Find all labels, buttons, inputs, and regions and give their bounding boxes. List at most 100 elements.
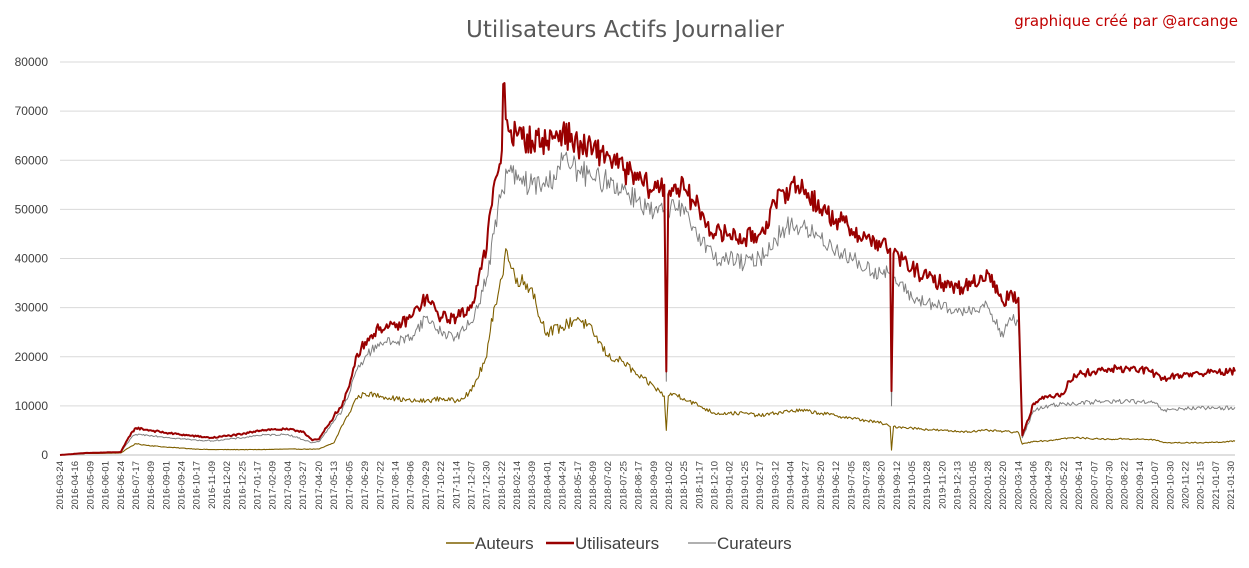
x-tick-label: 2019-01-02 [725,461,736,510]
x-tick-label: 2019-04-04 [785,461,796,510]
x-tick-label: 2018-05-17 [573,461,584,510]
y-tick-label: 20000 [15,350,49,364]
x-tick-label: 2020-05-22 [1059,461,1070,510]
x-tick-label: 2018-12-10 [710,461,721,510]
x-tick-label: 2017-03-27 [298,461,309,510]
x-tick-label: 2020-09-14 [1135,461,1146,510]
y-tick-label: 50000 [15,202,49,216]
x-tick-label: 2018-07-02 [603,461,614,510]
x-tick-label: 2020-01-05 [968,461,979,510]
x-tick-label: 2019-10-28 [922,461,933,510]
x-tick-label: 2020-08-22 [1120,461,1131,510]
x-tick-label: 2018-04-24 [558,461,569,510]
x-tick-label: 2016-07-17 [131,461,142,510]
y-tick-label: 80000 [15,55,49,69]
x-tick-label: 2021-01-30 [1226,461,1237,510]
x-tick-label: 2017-06-29 [360,461,371,510]
series-line-utilisateurs [59,82,1236,456]
x-tick-label: 2016-09-01 [161,461,172,510]
series-lines [59,82,1236,456]
x-tick-label: 2020-10-30 [1165,461,1176,510]
legend-label-auteurs: Auteurs [475,534,534,553]
x-tick-label: 2020-12-15 [1196,461,1207,510]
x-tick-label: 2018-10-25 [679,461,690,510]
x-tick-label: 2016-12-25 [237,461,248,510]
x-tick-label: 2019-10-05 [907,461,918,510]
x-tick-label: 2017-05-13 [329,461,340,510]
y-tick-label: 70000 [15,104,49,118]
x-tick-label: 2020-07-30 [1105,461,1116,510]
x-tick-label: 2017-06-05 [344,461,355,510]
x-tick-label: 2020-02-20 [998,461,1009,510]
x-tick-label: 2016-08-09 [146,461,157,510]
x-axis-ticks: 2016-03-24 2016-04-16 2016-05-09 2016-06-01… [55,461,1237,510]
x-tick-label: 2020-11-22 [1180,461,1191,509]
x-tick-label: 2017-03-04 [283,461,294,510]
x-tick-label: 2018-07-25 [618,461,629,510]
x-tick-label: 2017-12-07 [466,461,477,510]
x-tick-label: 2018-08-17 [634,461,645,510]
x-tick-label: 2019-02-17 [755,461,766,510]
x-tick-label: 2020-04-29 [1044,461,1055,510]
chart-credit: graphique créé par @arcange [1014,12,1238,30]
x-tick-label: 2019-04-27 [801,461,812,510]
x-tick-label: 2018-02-14 [512,461,523,510]
x-tick-label: 2020-04-06 [1029,461,1040,510]
chart-title: Utilisateurs Actifs Journalier [466,17,784,43]
legend-label-utilisateurs: Utilisateurs [575,534,659,553]
x-tick-label: 2019-01-25 [740,461,751,510]
x-tick-label: 2018-09-09 [649,461,660,510]
legend-label-curateurs: Curateurs [717,534,792,553]
x-tick-label: 2017-04-20 [314,461,325,510]
series-line-curateurs [59,151,1236,456]
x-tick-label: 2017-11-14 [451,461,462,509]
x-tick-label: 2017-12-30 [482,461,493,510]
x-tick-label: 2019-07-28 [861,461,872,510]
y-tick-label: 30000 [15,301,49,315]
x-tick-label: 2017-02-09 [268,461,279,510]
x-tick-label: 2016-09-24 [177,461,188,510]
x-tick-label: 2017-10-22 [436,461,447,510]
x-tick-label: 2019-05-20 [816,461,827,510]
series-line-auteurs [59,248,1236,456]
y-tick-label: 10000 [15,399,49,413]
x-tick-label: 2018-10-02 [664,461,675,510]
x-tick-label: 2018-01-22 [497,461,508,510]
x-tick-label: 2019-09-12 [892,461,903,510]
y-axis-ticks: 0 10000 20000 30000 40000 50000 60000 70000 8000… [15,55,49,462]
x-tick-label: 2019-08-20 [877,461,888,510]
x-tick-label: 2016-06-24 [116,461,127,510]
x-tick-label: 2018-11-17 [694,461,705,509]
x-tick-label: 2018-03-09 [527,461,538,510]
x-tick-label: 2016-10-17 [192,461,203,510]
x-tick-label: 2019-03-12 [770,461,781,510]
x-tick-label: 2019-07-05 [846,461,857,510]
x-tick-label: 2019-11-20 [937,461,948,509]
x-tick-label: 2016-11-09 [207,461,218,509]
x-tick-label: 2021-01-07 [1211,461,1222,510]
y-tick-label: 60000 [15,153,49,167]
x-tick-label: 2018-04-01 [542,461,553,510]
x-tick-label: 2016-06-01 [101,461,112,510]
legend: Auteurs Utilisateurs Curateurs [446,534,792,553]
y-tick-label: 0 [41,448,48,462]
x-tick-label: 2020-07-07 [1089,461,1100,510]
x-tick-label: 2017-01-17 [252,461,263,510]
x-tick-label: 2019-12-13 [953,461,964,510]
x-tick-label: 2017-09-06 [406,461,417,510]
x-tick-label: 2020-01-28 [983,461,994,510]
x-tick-label: 2016-12-02 [222,461,233,510]
gridlines [60,61,1235,456]
x-tick-label: 2016-04-16 [70,461,81,510]
x-tick-label: 2017-08-14 [391,461,402,510]
x-tick-label: 2016-05-09 [85,461,96,510]
x-tick-label: 2020-06-14 [1074,461,1085,510]
x-tick-label: 2016-03-24 [55,461,66,510]
x-tick-label: 2020-03-14 [1013,461,1024,510]
x-tick-label: 2020-10-07 [1150,461,1161,510]
x-tick-label: 2017-07-22 [375,461,386,510]
x-tick-label: 2019-06-12 [831,461,842,510]
x-tick-label: 2017-09-29 [421,461,432,510]
